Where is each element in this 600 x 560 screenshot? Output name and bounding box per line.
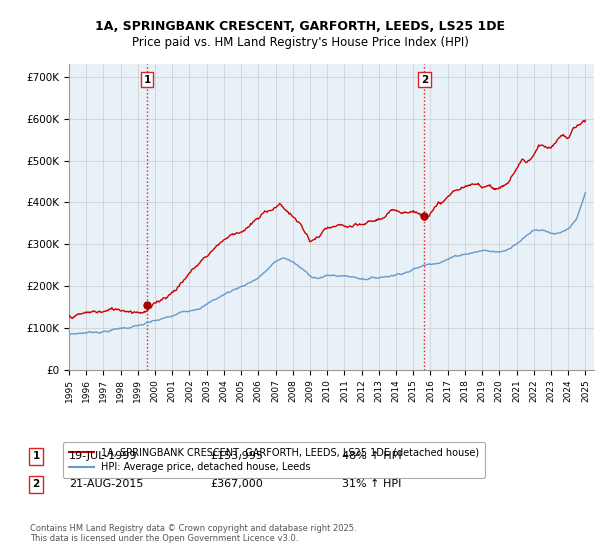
Text: Contains HM Land Registry data © Crown copyright and database right 2025.
This d: Contains HM Land Registry data © Crown c… — [30, 524, 356, 543]
Text: Price paid vs. HM Land Registry's House Price Index (HPI): Price paid vs. HM Land Registry's House … — [131, 36, 469, 49]
Text: £153,995: £153,995 — [210, 451, 263, 461]
Text: 1: 1 — [143, 74, 151, 85]
Text: 2: 2 — [32, 479, 40, 489]
Text: 48% ↑ HPI: 48% ↑ HPI — [342, 451, 401, 461]
Text: 19-JUL-1999: 19-JUL-1999 — [69, 451, 137, 461]
Text: 31% ↑ HPI: 31% ↑ HPI — [342, 479, 401, 489]
Text: 1A, SPRINGBANK CRESCENT, GARFORTH, LEEDS, LS25 1DE: 1A, SPRINGBANK CRESCENT, GARFORTH, LEEDS… — [95, 20, 505, 32]
Text: 21-AUG-2015: 21-AUG-2015 — [69, 479, 143, 489]
Legend: 1A, SPRINGBANK CRESCENT, GARFORTH, LEEDS, LS25 1DE (detached house), HPI: Averag: 1A, SPRINGBANK CRESCENT, GARFORTH, LEEDS… — [64, 442, 485, 478]
Text: £367,000: £367,000 — [210, 479, 263, 489]
Text: 1: 1 — [32, 451, 40, 461]
Text: 2: 2 — [421, 74, 428, 85]
